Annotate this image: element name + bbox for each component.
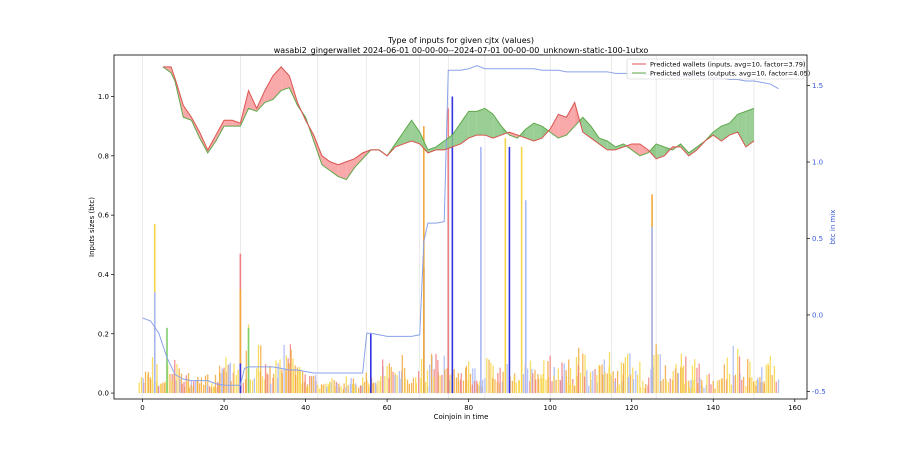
wallet-diff-area bbox=[215, 120, 225, 141]
wallet-diff-area bbox=[460, 111, 469, 144]
input-value-bars bbox=[138, 96, 780, 394]
x-axis-label: Coinjoin in time bbox=[434, 413, 489, 421]
right-y-axis-ticks: -0.5 0.0 0.5 1.0 1.5 bbox=[807, 82, 826, 396]
wallet-diff-area bbox=[599, 138, 608, 150]
wallet-diff-area bbox=[232, 120, 241, 127]
chart-title: Type of inputs for given cjtx (values) bbox=[387, 36, 534, 45]
wallet-diff-area bbox=[281, 66, 290, 91]
wallet-diff-area bbox=[542, 126, 549, 139]
wallet-diff-area bbox=[468, 111, 477, 139]
wallet-diff-area bbox=[729, 114, 738, 136]
y-tick-label: 0.8 bbox=[98, 152, 109, 160]
legend-label-outputs: Predicted wallets (outputs, avg=10, fact… bbox=[650, 70, 810, 78]
wallet-diff-area bbox=[264, 75, 273, 103]
wallet-diff-area bbox=[639, 143, 649, 156]
outputs-prediction-line bbox=[162, 66, 755, 181]
x-tick-label: 60 bbox=[383, 404, 392, 412]
wallet-diff-area bbox=[525, 123, 534, 141]
legend: Predicted wallets (inputs, avg=10, facto… bbox=[626, 58, 810, 80]
x-tick-label: 20 bbox=[220, 404, 229, 412]
wallet-diff-area bbox=[737, 111, 746, 147]
legend-box bbox=[626, 58, 805, 80]
x-tick-label: 40 bbox=[301, 404, 310, 412]
wallet-diff-area bbox=[631, 143, 640, 156]
wallet-diff-area bbox=[649, 143, 657, 159]
wallet-diff-area bbox=[321, 155, 331, 171]
wallet-diff-area bbox=[330, 161, 339, 177]
wallet-diff-area bbox=[346, 158, 355, 180]
x-tick-label: 160 bbox=[788, 404, 801, 412]
y-tick-label: 0.2 bbox=[98, 330, 109, 338]
y-axis-ticks: 0.0 0.2 0.4 0.6 0.8 1.0 bbox=[98, 93, 114, 398]
y-tick-label: 0.6 bbox=[98, 212, 110, 220]
y-tick-label: 1.0 bbox=[98, 93, 109, 101]
wallet-diff-area bbox=[566, 102, 575, 136]
wallet-diff-area bbox=[452, 123, 461, 147]
wallet-diff-area bbox=[533, 123, 543, 141]
right-y-axis-label: btc in mix bbox=[829, 210, 837, 245]
wallet-diff-area bbox=[427, 146, 437, 153]
wallet-diff-area bbox=[509, 132, 518, 139]
right-y-tick-label: -0.5 bbox=[812, 388, 826, 396]
wallet-diff-area bbox=[607, 141, 616, 150]
wallet-diff-area bbox=[688, 146, 697, 156]
wallet-diff-area bbox=[338, 161, 347, 180]
vertical-guide-lines bbox=[142, 55, 755, 399]
wallet-diff-area bbox=[615, 143, 624, 150]
wallet-diff-area bbox=[272, 66, 282, 100]
x-tick-label: 0 bbox=[140, 404, 144, 412]
wallet-diff-area bbox=[354, 152, 363, 168]
wallet-diff-area bbox=[558, 114, 567, 139]
right-y-tick-label: 0.0 bbox=[812, 311, 823, 319]
wallet-diff-area bbox=[436, 141, 445, 150]
chart-subtitle: wasabi2_gingerwallet 2024-06-01 00-00-00… bbox=[274, 46, 649, 55]
wallet-diff-area bbox=[484, 108, 494, 139]
legend-label-inputs: Predicted wallets (inputs, avg=10, facto… bbox=[650, 61, 806, 69]
x-tick-label: 140 bbox=[707, 404, 720, 412]
wallet-diff-area bbox=[224, 120, 233, 127]
wallet-diff-area bbox=[476, 108, 485, 136]
wallet-diff-area bbox=[550, 114, 559, 139]
right-y-tick-label: 1.0 bbox=[812, 159, 823, 167]
y-tick-label: 0.4 bbox=[98, 271, 110, 279]
wallet-diff-area bbox=[582, 117, 591, 139]
wallet-diff-area bbox=[745, 108, 755, 147]
plot-frame bbox=[113, 54, 808, 400]
inputs-prediction-line bbox=[162, 66, 755, 166]
right-y-tick-label: 0.5 bbox=[812, 235, 823, 243]
right-y-tick-label: 1.5 bbox=[812, 82, 823, 90]
wallet-diff-area bbox=[680, 143, 689, 156]
wallet-diff-area bbox=[590, 126, 600, 144]
y-axis-label: Inputs sizes (btc) bbox=[88, 197, 96, 257]
x-tick-label: 100 bbox=[543, 404, 556, 412]
x-axis-ticks: 0 20 40 60 80 100 120 140 160 bbox=[140, 399, 801, 412]
wallet-diff-area bbox=[493, 114, 502, 139]
y-tick-label: 0.0 bbox=[98, 390, 109, 398]
x-tick-label: 120 bbox=[625, 404, 638, 412]
wallet-diff-area bbox=[713, 126, 722, 141]
wallet-diff-area bbox=[656, 143, 665, 159]
wallet-diff-area bbox=[403, 120, 412, 144]
x-tick-label: 80 bbox=[464, 404, 473, 412]
wallet-diff-area bbox=[411, 120, 420, 144]
